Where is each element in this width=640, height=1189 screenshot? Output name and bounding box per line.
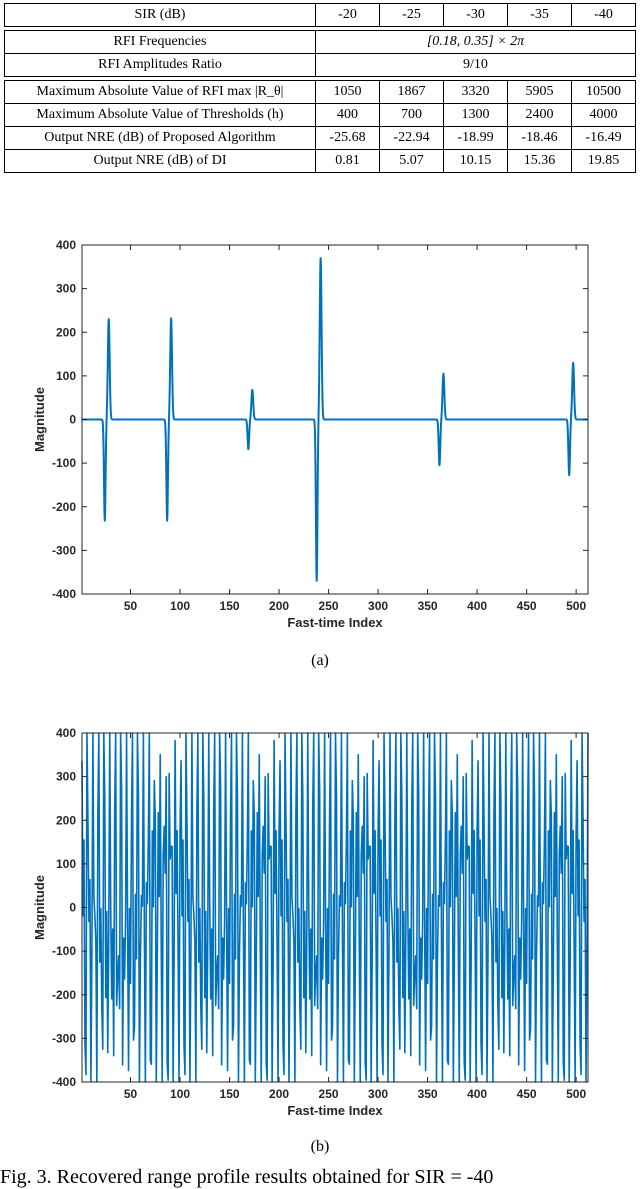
y-tick-label: -100: [52, 944, 76, 958]
x-tick-label: 150: [220, 599, 240, 613]
row-label: Maximum Absolute Value of RFI max |R_θ|: [4, 80, 316, 104]
cell: 5905: [507, 80, 572, 104]
cell: 1300: [443, 103, 508, 127]
x-tick-label: 200: [269, 1087, 289, 1101]
y-tick-label: 400: [56, 726, 76, 740]
series-line: [81, 257, 589, 582]
caption-b: (b): [310, 1138, 330, 1155]
cell: 0.81: [315, 149, 380, 173]
y-tick-label: 0: [69, 413, 76, 427]
header-value: -35: [507, 3, 572, 27]
cell: -22.94: [379, 126, 444, 150]
y-tick-label: 200: [56, 813, 76, 827]
y-tick-label: -300: [52, 543, 76, 557]
y-tick-label: 300: [56, 770, 76, 784]
caption-a: (a): [311, 652, 329, 669]
row-label: Output NRE (dB) of Proposed Algorithm: [4, 126, 316, 150]
y-axis-label: Magnitude: [32, 387, 47, 452]
header-value: -20: [315, 3, 380, 27]
x-tick-label: 250: [319, 599, 339, 613]
y-tick-label: -400: [52, 587, 76, 601]
header-label: SIR (dB): [4, 3, 316, 27]
chart-a: -400 -300 -200 -100 0 100 200 300 400 50 100 150 200…: [32, 238, 589, 630]
cell: -18.46: [507, 126, 572, 150]
cell: 5.07: [379, 149, 444, 173]
x-tick-label: 400: [467, 599, 487, 613]
series-line: [81, 732, 589, 1083]
table-row: Output NRE (dB) of Proposed Algorithm -2…: [4, 126, 636, 150]
y-tick-label: 300: [56, 282, 76, 296]
x-axis-label: Fast-time Index: [287, 615, 383, 630]
row-label: Output NRE (dB) of DI: [4, 149, 316, 173]
amp-row: RFI Amplitudes Ratio 9/10: [4, 53, 636, 77]
table-row: Output NRE (dB) of DI 0.81 5.07 10.15 15…: [4, 149, 636, 173]
cell: 2400: [507, 103, 572, 127]
table-header-row: SIR (dB) -20 -25 -30 -35 -40: [4, 3, 636, 27]
freq-value: [0.18, 0.35] × 2π: [315, 30, 636, 54]
x-tick-label: 300: [368, 1087, 388, 1101]
header-value: -30: [443, 3, 508, 27]
y-tick-label: 100: [56, 857, 76, 871]
y-tick-label: -200: [52, 988, 76, 1002]
cell: 4000: [571, 103, 636, 127]
y-tick-label: -400: [52, 1075, 76, 1089]
x-tick-label: 450: [517, 1087, 537, 1101]
y-tick-label: 200: [56, 325, 76, 339]
x-tick-label: 250: [319, 1087, 339, 1101]
x-tick-label: 500: [566, 599, 586, 613]
y-tick-label: -200: [52, 500, 76, 514]
chart-b: -400 -300 -200 -100 0 100 200 300 400 50 100 150 200…: [32, 726, 589, 1118]
y-tick-label: 100: [56, 369, 76, 383]
y-tick-label: -300: [52, 1031, 76, 1045]
y-tick-label: 0: [69, 901, 76, 915]
amp-label: RFI Amplitudes Ratio: [4, 53, 316, 77]
y-axis-label: Magnitude: [32, 875, 47, 940]
x-tick-label: 100: [170, 599, 190, 613]
x-tick-label: 400: [467, 1087, 487, 1101]
amp-value: 9/10: [315, 53, 636, 77]
header-value: -25: [379, 3, 444, 27]
cell: 400: [315, 103, 380, 127]
freq-label: RFI Frequencies: [4, 30, 316, 54]
results-table: SIR (dB) -20 -25 -30 -35 -40 RFI Frequen…: [4, 3, 636, 173]
x-tick-label: 50: [124, 599, 138, 613]
x-tick-label: 350: [418, 1087, 438, 1101]
table-row: Maximum Absolute Value of RFI max |R_θ| …: [4, 80, 636, 104]
table-row: Maximum Absolute Value of Thresholds (h)…: [4, 103, 636, 127]
cell: 1050: [315, 80, 380, 104]
cell: -25.68: [315, 126, 380, 150]
cell: 15.36: [507, 149, 572, 173]
header-value: -40: [571, 3, 636, 27]
y-tick-label: -100: [52, 456, 76, 470]
row-label: Maximum Absolute Value of Thresholds (h): [4, 103, 316, 127]
cell: 1867: [379, 80, 444, 104]
cell: -16.49: [571, 126, 636, 150]
freq-row: RFI Frequencies [0.18, 0.35] × 2π: [4, 30, 636, 54]
y-tick-label: 400: [56, 238, 76, 252]
x-tick-label: 500: [566, 1087, 586, 1101]
figure-caption-text: Fig. 3. Recovered range profile results …: [0, 1166, 494, 1188]
cell: 700: [379, 103, 444, 127]
cell: 10500: [571, 80, 636, 104]
cell: 19.85: [571, 149, 636, 173]
x-tick-label: 300: [368, 599, 388, 613]
x-tick-label: 100: [170, 1087, 190, 1101]
cell: 3320: [443, 80, 508, 104]
x-axis-label: Fast-time Index: [287, 1103, 383, 1118]
x-tick-label: 450: [517, 599, 537, 613]
x-tick-label: 50: [124, 1087, 138, 1101]
cell: 10.15: [443, 149, 508, 173]
x-tick-label: 150: [220, 1087, 240, 1101]
cell: -18.99: [443, 126, 508, 150]
x-tick-label: 350: [418, 599, 438, 613]
x-tick-label: 200: [269, 599, 289, 613]
